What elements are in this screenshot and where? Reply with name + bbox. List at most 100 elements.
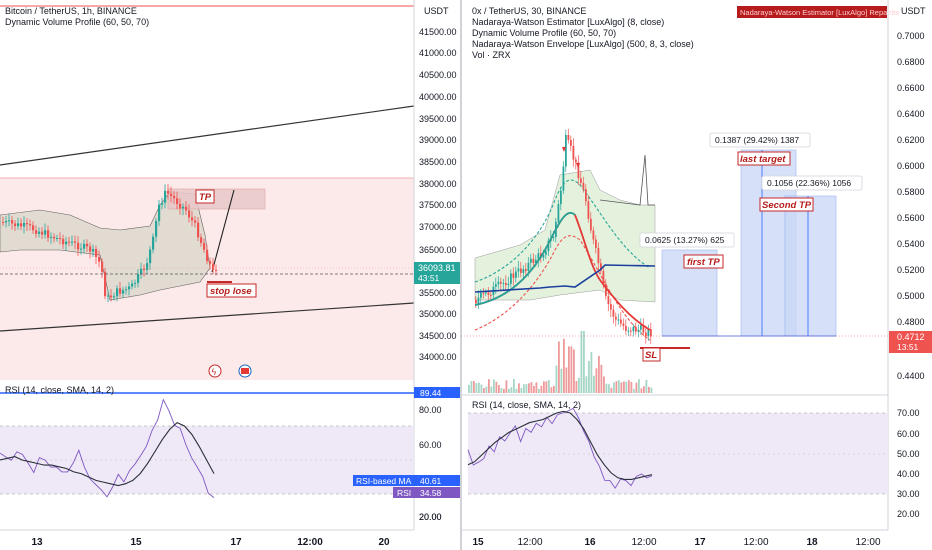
candle-body bbox=[590, 218, 592, 231]
candle-body bbox=[602, 270, 605, 284]
right-price-tick: 0.6600 bbox=[897, 83, 925, 93]
candle-body bbox=[647, 329, 650, 336]
candle-body bbox=[520, 268, 522, 273]
volume-bar bbox=[483, 388, 485, 393]
zrx-sl-label-box bbox=[642, 347, 661, 362]
volume-bar bbox=[608, 384, 610, 393]
volume-bar bbox=[488, 379, 490, 393]
volume-bar bbox=[618, 380, 620, 393]
candle-body bbox=[41, 231, 44, 235]
candle-body bbox=[600, 263, 602, 271]
candle-body bbox=[575, 159, 577, 163]
candle-body bbox=[107, 295, 110, 297]
candle-body bbox=[50, 236, 53, 238]
indicator-3: Nadaraya-Watson Envelope [LuxAlgo] (500,… bbox=[472, 39, 694, 49]
candle-body bbox=[74, 241, 77, 243]
candle-body bbox=[567, 135, 570, 141]
candle-body bbox=[497, 281, 500, 285]
candle-body bbox=[557, 204, 560, 222]
volume-bar bbox=[528, 383, 530, 393]
rsi-label: RSI bbox=[397, 488, 411, 498]
candle-body bbox=[176, 198, 179, 204]
volume-bar bbox=[650, 387, 653, 393]
right-rsi-tick: 20.00 bbox=[897, 509, 920, 519]
left-price-tick: 35500.00 bbox=[419, 288, 457, 298]
candle-body bbox=[200, 237, 203, 243]
left-price-tick: 37000.00 bbox=[419, 222, 457, 232]
volume-bar bbox=[638, 379, 640, 393]
candle-body bbox=[134, 282, 137, 284]
right-price-tick: 0.5400 bbox=[897, 239, 925, 249]
last-target-label-box bbox=[737, 151, 791, 166]
right-price-tick: 0.5600 bbox=[897, 213, 925, 223]
candle-body bbox=[95, 249, 98, 258]
candle-body bbox=[194, 220, 197, 223]
left-price-tick: 41500.00 bbox=[419, 27, 457, 37]
candle-body bbox=[197, 222, 200, 238]
lightning-icon[interactable] bbox=[208, 364, 222, 378]
candle-body bbox=[83, 243, 86, 249]
candle-body bbox=[14, 223, 17, 227]
volume-bar bbox=[633, 388, 635, 393]
candle-body bbox=[65, 241, 68, 245]
right-rsi-tick: 30.00 bbox=[897, 489, 920, 499]
candle-body bbox=[547, 240, 550, 252]
volume-bar bbox=[623, 381, 625, 393]
candle-body bbox=[35, 230, 38, 234]
volume-bar bbox=[500, 388, 503, 393]
candle-body bbox=[215, 269, 218, 271]
candle-body bbox=[505, 283, 507, 286]
right-countdown: 13:51 bbox=[897, 342, 919, 352]
volume-bar bbox=[645, 379, 648, 393]
right-rsi-band bbox=[468, 413, 888, 494]
candle-body bbox=[642, 325, 645, 333]
volume-bar bbox=[558, 341, 560, 393]
candle-body bbox=[209, 261, 212, 264]
candle-body bbox=[645, 332, 647, 336]
left-price-ticks: 41500.00 41000.00 40500.00 40000.00 39500.00… bbox=[419, 27, 457, 362]
volume-bar bbox=[578, 377, 580, 393]
channel-upper-line bbox=[0, 105, 415, 166]
left-price-tick: 36500.00 bbox=[419, 245, 457, 255]
volume-bar bbox=[498, 385, 500, 393]
candle-body bbox=[23, 223, 26, 227]
volume-bar bbox=[468, 384, 470, 393]
volume-bar bbox=[628, 380, 630, 393]
right-rsi-ticks: 70.00 60.00 50.00 40.00 30.00 20.00 bbox=[897, 408, 920, 519]
second-tp-zone bbox=[784, 195, 837, 337]
volume-bar bbox=[508, 388, 510, 393]
candle-body bbox=[20, 223, 23, 227]
candle-body bbox=[143, 268, 146, 270]
measure-1-box bbox=[639, 232, 735, 248]
stop-loss-label: stop lose bbox=[210, 286, 252, 297]
volume-bar bbox=[585, 376, 588, 393]
candle-body bbox=[477, 297, 480, 304]
candle-body bbox=[495, 284, 497, 287]
measure-3: 0.1056 (22.36%) 1056 bbox=[767, 178, 851, 188]
volume-bar bbox=[595, 368, 598, 393]
right-time-tick: 15 bbox=[472, 537, 484, 548]
measure-3-box bbox=[761, 175, 863, 191]
left-price-tick: 39500.00 bbox=[419, 114, 457, 124]
volume-bar bbox=[593, 375, 595, 393]
right-price-tick: 0.5200 bbox=[897, 265, 925, 275]
candle-body bbox=[640, 325, 642, 330]
right-time-tick: 16 bbox=[584, 537, 596, 548]
left-price-tick: 38000.00 bbox=[419, 179, 457, 189]
candle-body bbox=[617, 319, 620, 321]
volume-bar bbox=[643, 386, 645, 393]
candle-body bbox=[32, 225, 35, 231]
volume-bar bbox=[473, 381, 475, 393]
candle-body bbox=[191, 217, 194, 221]
volume-bar bbox=[550, 387, 553, 393]
candle-body bbox=[610, 304, 612, 310]
candle-body bbox=[212, 263, 215, 270]
candle-body bbox=[128, 286, 131, 290]
candle-body bbox=[146, 263, 149, 270]
envelope-lower bbox=[474, 235, 651, 341]
candle-body bbox=[110, 295, 113, 298]
candle-body bbox=[500, 281, 502, 284]
candle-body bbox=[487, 292, 490, 295]
candle-body bbox=[562, 166, 565, 191]
